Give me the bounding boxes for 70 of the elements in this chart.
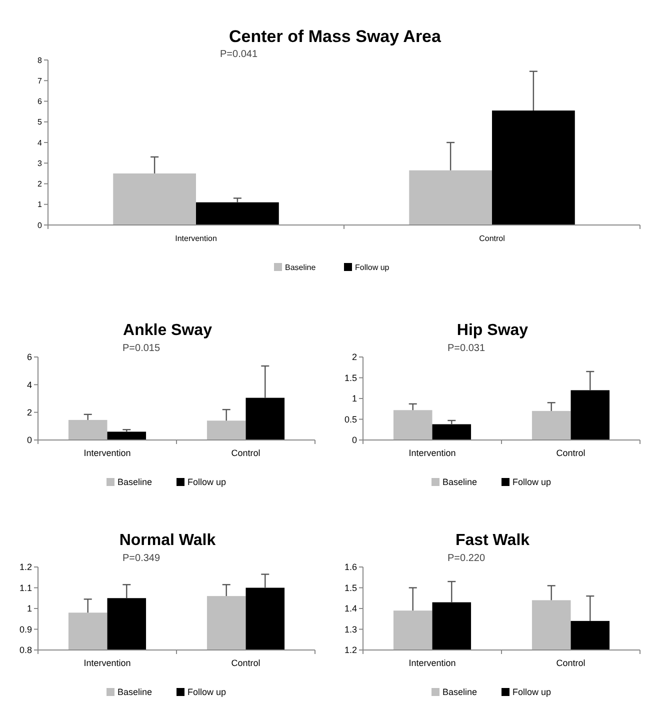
y-tick-label: 1.1 <box>19 582 32 593</box>
x-tick-label: Control <box>556 658 586 668</box>
bar <box>570 390 610 440</box>
annotation: P=0.041 <box>220 49 258 60</box>
chart-title: Hip Sway <box>456 322 528 339</box>
y-tick-label: 1.5 <box>344 582 357 593</box>
legend-label: Baseline <box>285 263 316 272</box>
y-tick-label: 1.4 <box>344 604 357 614</box>
y-tick-label: 1.2 <box>19 562 32 572</box>
bar <box>246 398 285 440</box>
chart-title: Normal Walk <box>119 532 216 549</box>
bar <box>107 432 146 440</box>
x-tick-label: Intervention <box>175 234 217 243</box>
text: P=0.015 <box>122 343 160 354</box>
y-tick-label: 0 <box>26 435 32 446</box>
y-tick-label: 2 <box>26 407 32 418</box>
bar <box>113 173 196 225</box>
legend-label: Baseline <box>118 477 152 487</box>
bar <box>206 420 246 440</box>
y-tick-label: 1 <box>352 394 357 404</box>
y-tick-label: 5 <box>38 118 43 127</box>
chart-title: Center of Mass Sway Area <box>229 27 442 46</box>
bar <box>68 420 108 440</box>
legend-label: Baseline <box>442 477 478 487</box>
chart-title: Ankle Sway <box>123 322 212 339</box>
y-tick-label: 2 <box>38 180 43 189</box>
text: P=0.220 <box>448 553 486 564</box>
x-tick-label: Control <box>231 448 260 458</box>
bar <box>409 170 492 225</box>
y-tick-label: 1.3 <box>344 624 357 634</box>
x-tick-label: Intervention <box>84 658 131 668</box>
bar <box>196 202 279 225</box>
legend-label: Baseline <box>118 687 152 697</box>
bar <box>432 424 472 440</box>
y-tick-label: 1 <box>26 604 32 614</box>
y-tick-label: 6 <box>38 97 43 106</box>
y-tick-label: 0.8 <box>19 645 32 656</box>
y-tick-label: 4 <box>26 380 32 390</box>
chart-title: Fast Walk <box>455 532 530 549</box>
y-tick-label: 1.2 <box>344 645 357 656</box>
x-tick-label: Control <box>231 658 260 668</box>
y-tick-label: 1.5 <box>344 372 357 383</box>
y-tick-label: 4 <box>38 138 43 148</box>
y-tick-label: 7 <box>38 76 43 86</box>
x-tick-label: Intervention <box>84 448 131 458</box>
y-tick-label: 0 <box>352 435 357 446</box>
y-tick-label: 6 <box>26 352 32 362</box>
y-tick-label: 0 <box>38 220 43 230</box>
x-tick-label: Control <box>479 234 506 243</box>
y-tick-label: 3 <box>38 158 43 168</box>
y-tick-label: 1.6 <box>344 562 357 572</box>
y-tick-label: 2 <box>352 352 357 362</box>
y-tick-label: 1 <box>38 200 43 210</box>
y-tick-label: 0.9 <box>19 624 32 634</box>
legend-label: Follow up <box>188 477 226 487</box>
y-tick-label: 8 <box>38 56 43 65</box>
legend-label: Follow up <box>512 477 552 487</box>
legend-label: Follow up <box>355 263 390 272</box>
x-tick-label: Intervention <box>408 658 456 668</box>
bar <box>532 410 571 440</box>
x-tick-label: Control <box>556 448 586 458</box>
bar <box>492 110 575 225</box>
bar <box>393 410 432 440</box>
text: P=0.349 <box>122 553 160 564</box>
x-tick-label: Intervention <box>408 448 456 458</box>
y-tick-label: 0.5 <box>344 414 357 424</box>
text: P=0.031 <box>448 343 486 354</box>
legend-label: Follow up <box>188 687 226 697</box>
legend-label: Follow up <box>512 687 552 697</box>
legend-label: Baseline <box>442 687 478 697</box>
